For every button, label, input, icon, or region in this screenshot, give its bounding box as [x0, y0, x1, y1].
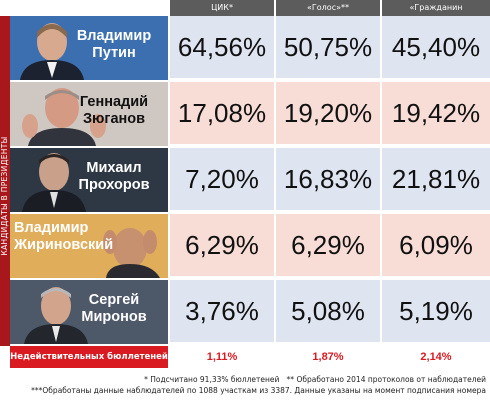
candidate-lastname: Жириновский — [14, 237, 114, 253]
candidate-row-prokhorov: Михаил Прохоров 7,20% 16,83% 21,81% — [10, 148, 490, 212]
value-cell: 21,81% — [382, 148, 490, 210]
value-cell: 19,20% — [276, 82, 380, 144]
candidate-row-mironov: Сергей Миронов 3,76% 5,08% 5,19% — [10, 280, 490, 344]
footnote-line: * Подсчитано 91,33% бюллетеней ** Обрабо… — [144, 375, 486, 384]
header-blank — [0, 0, 170, 16]
column-header-golos: «Голос»** — [276, 0, 380, 16]
candidate-firstname: Сергей — [88, 292, 140, 308]
side-label-bar: КАНДИДАТЫ В ПРЕЗИДЕНТЫ — [0, 16, 10, 346]
footnotes: * Подсчитано 91,33% бюллетеней ** Обрабо… — [16, 374, 486, 396]
candidate-photo-mironov: Сергей Миронов — [10, 280, 168, 344]
value-cell: 64,56% — [170, 16, 274, 78]
invalid-value-cell: 1,87% — [312, 351, 344, 363]
candidate-photo-putin: Владимир Путин — [10, 16, 168, 80]
side-label: КАНДИДАТЫ В ПРЕЗИДЕНТЫ — [0, 136, 9, 256]
value-cell: 45,40% — [382, 16, 490, 78]
candidate-photo-zhirinovsky: Владимир Жириновский — [10, 214, 168, 278]
candidate-firstname: Владимир — [14, 220, 89, 236]
invalid-value-cell: 2,14% — [420, 351, 452, 363]
invalid-ballots-row: Недействительных бюллетеней 1,11% 1,87% … — [10, 346, 490, 368]
candidate-lastname: Миронов — [81, 309, 147, 325]
value-cell: 16,83% — [276, 148, 380, 210]
value-cell: 5,19% — [382, 280, 490, 342]
column-header-cik: ЦИК* — [170, 0, 274, 16]
candidate-lastname: Прохоров — [78, 177, 150, 193]
value-cell: 50,75% — [276, 16, 380, 78]
candidate-row-putin: Владимир Путин 64,56% 50,75% 45,40% — [10, 16, 490, 80]
value-cell: 3,76% — [170, 280, 274, 342]
candidate-photo-zyuganov: Геннадий Зюганов — [10, 82, 168, 146]
value-cell: 5,08% — [276, 280, 380, 342]
candidate-lastname: Путин — [92, 45, 136, 61]
candidate-lastname: Зюганов — [82, 111, 146, 127]
column-header-citizen-observer: «Гражданин наблюдатель»*** — [382, 0, 490, 28]
value-cell: 7,20% — [170, 148, 274, 210]
value-cell: 17,08% — [170, 82, 274, 144]
invalid-value-cell: 1,11% — [206, 351, 238, 363]
candidate-photo-prokhorov: Михаил Прохоров — [10, 148, 168, 212]
candidate-firstname: Геннадий — [79, 94, 149, 110]
candidate-firstname: Владимир — [76, 28, 152, 44]
candidate-firstname: Михаил — [86, 160, 142, 176]
invalid-ballots-label: Недействительных бюллетеней — [10, 346, 168, 368]
value-cell: 6,29% — [276, 214, 380, 276]
value-cell: 19,42% — [382, 82, 490, 144]
value-cell: 6,29% — [170, 214, 274, 276]
value-cell: 6,09% — [382, 214, 490, 276]
candidate-row-zyuganov: Геннадий Зюганов 17,08% 19,20% 19,42% — [10, 82, 490, 146]
footnote-line: ***Обработаны данные наблюдателей по 108… — [31, 386, 486, 395]
candidate-row-zhirinovsky: Владимир Жириновский 6,29% 6,29% 6,09% — [10, 214, 490, 278]
